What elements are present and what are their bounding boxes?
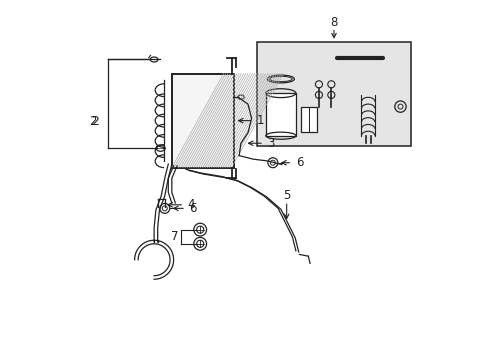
Text: 3: 3 <box>267 137 274 150</box>
Bar <box>301 107 317 132</box>
Bar <box>171 74 233 168</box>
Text: 8: 8 <box>329 16 337 29</box>
Text: 1: 1 <box>256 114 264 127</box>
Text: 2: 2 <box>91 115 99 128</box>
Bar <box>171 74 233 168</box>
Text: 4: 4 <box>187 198 195 211</box>
Text: 5: 5 <box>283 189 290 202</box>
Bar <box>265 93 295 136</box>
Bar <box>256 42 410 146</box>
Text: 6: 6 <box>295 156 303 169</box>
Text: 2: 2 <box>89 115 96 128</box>
Text: 6: 6 <box>189 202 197 215</box>
Text: 7: 7 <box>171 230 178 243</box>
